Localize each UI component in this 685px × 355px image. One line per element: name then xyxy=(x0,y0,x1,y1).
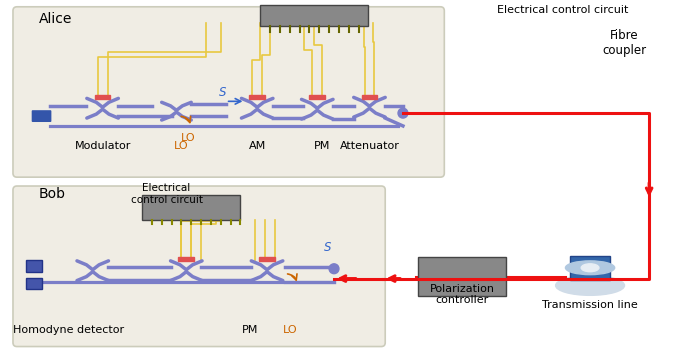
FancyBboxPatch shape xyxy=(32,110,51,122)
Text: Electrical
control circuit: Electrical control circuit xyxy=(131,183,203,205)
Text: AM: AM xyxy=(249,141,266,151)
Circle shape xyxy=(329,264,339,274)
Text: Bob: Bob xyxy=(38,187,66,201)
Text: Alice: Alice xyxy=(38,12,72,26)
Text: Attenuator: Attenuator xyxy=(340,141,399,151)
Text: Transmission line: Transmission line xyxy=(543,300,638,310)
Bar xyxy=(95,95,110,99)
Text: Modulator: Modulator xyxy=(75,141,131,151)
FancyBboxPatch shape xyxy=(26,260,42,272)
FancyBboxPatch shape xyxy=(13,7,445,177)
Text: Fibre
coupler: Fibre coupler xyxy=(603,29,647,57)
Text: LO: LO xyxy=(181,133,196,143)
Text: PM: PM xyxy=(314,141,330,151)
Bar xyxy=(362,95,377,99)
Ellipse shape xyxy=(556,275,625,295)
Ellipse shape xyxy=(581,264,599,272)
Text: LO: LO xyxy=(174,141,188,151)
Text: LO: LO xyxy=(283,325,297,335)
Text: S: S xyxy=(219,86,226,99)
FancyBboxPatch shape xyxy=(142,195,240,219)
Text: PM: PM xyxy=(242,325,258,335)
Bar xyxy=(310,95,325,99)
Text: S: S xyxy=(324,241,332,254)
Bar xyxy=(249,95,265,99)
Text: Electrical control circuit: Electrical control circuit xyxy=(497,5,628,15)
FancyBboxPatch shape xyxy=(26,278,42,289)
FancyBboxPatch shape xyxy=(13,186,385,346)
Circle shape xyxy=(398,108,408,118)
Ellipse shape xyxy=(565,261,614,275)
FancyBboxPatch shape xyxy=(418,257,506,296)
FancyBboxPatch shape xyxy=(260,5,369,27)
Text: Polarization
controller: Polarization controller xyxy=(429,284,495,305)
Text: Homodyne detector: Homodyne detector xyxy=(12,325,124,335)
Bar xyxy=(259,257,275,261)
Bar xyxy=(178,257,194,261)
FancyBboxPatch shape xyxy=(571,256,610,280)
